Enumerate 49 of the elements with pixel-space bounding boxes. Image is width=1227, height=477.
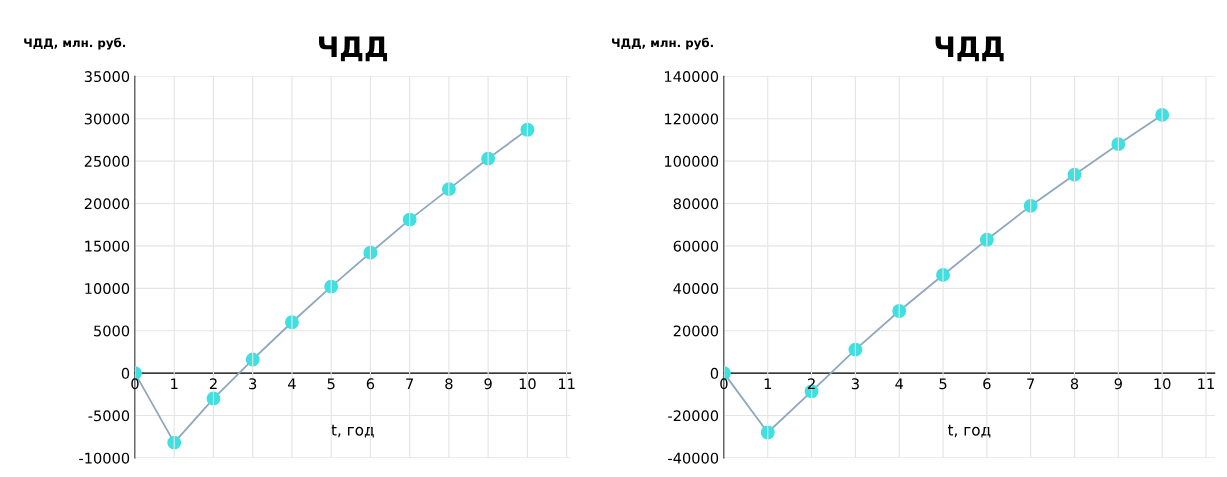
x-tick-label: 10: [519, 378, 536, 390]
y-axis-title: ЧДД, млн. руб.: [24, 37, 126, 50]
x-tick-label: 2: [209, 378, 217, 390]
x-axis-title: t, год: [947, 424, 991, 438]
x-tick-label: 11: [1198, 378, 1214, 390]
x-tick-label: 1: [171, 378, 178, 390]
y-tick-label: 10000: [85, 283, 130, 295]
x-tick-label: 6: [983, 378, 991, 390]
x-tick-label: 10: [1154, 378, 1171, 390]
y-tick-label: 5000: [94, 325, 130, 337]
y-tick-label: 100000: [665, 155, 719, 167]
y-tick-label: 20000: [673, 325, 719, 337]
point: [892, 304, 907, 318]
x-axis-title: t, год: [331, 424, 374, 438]
y-tick-label: 15000: [85, 240, 130, 252]
x-tick-label: 5: [939, 378, 947, 390]
y-tick-label: 20000: [84, 198, 130, 210]
x-tick-label: 11: [558, 378, 575, 390]
y-tick-label: 80000: [673, 198, 719, 210]
x-tick-label: 8: [445, 378, 453, 390]
x-tick-label: 8: [1070, 378, 1079, 390]
y-tick-label: 0: [121, 367, 130, 379]
y-tick-label: 30000: [84, 113, 130, 125]
y-tick-label: 140000: [665, 71, 719, 83]
x-tick-label: 1: [764, 378, 772, 390]
x-tick-label: 4: [288, 378, 296, 390]
y-tick-label: 60000: [673, 240, 719, 252]
x-tick-label: 3: [249, 378, 257, 390]
y-tick-label: -5000: [88, 410, 130, 422]
x-tick-label: 4: [895, 378, 904, 390]
y-tick-label: 25000: [84, 155, 130, 167]
chart-title: ЧДД: [319, 36, 388, 62]
x-tick-label: 6: [366, 378, 375, 390]
chart-title: ЧДД: [935, 36, 1004, 62]
x-tick-label: 9: [484, 378, 492, 390]
y-tick-label: 120000: [665, 113, 719, 125]
x-tick-label: 9: [1114, 378, 1122, 390]
y-tick-label: 0: [710, 367, 719, 379]
x-tick-label: 5: [327, 378, 335, 390]
y-tick-label: -20000: [668, 410, 719, 422]
point: [1111, 137, 1126, 152]
y-axis-title: ЧДД, млн. руб.: [611, 37, 713, 50]
y-tick-label: -10000: [79, 452, 130, 464]
y-tick-label: 40000: [673, 283, 719, 295]
x-tick-label: 3: [851, 378, 859, 390]
y-tick-label: 35000: [84, 71, 130, 83]
x-tick-label: 7: [1027, 378, 1035, 390]
y-tick-label: -40000: [668, 452, 719, 464]
x-tick-label: 7: [406, 378, 414, 390]
